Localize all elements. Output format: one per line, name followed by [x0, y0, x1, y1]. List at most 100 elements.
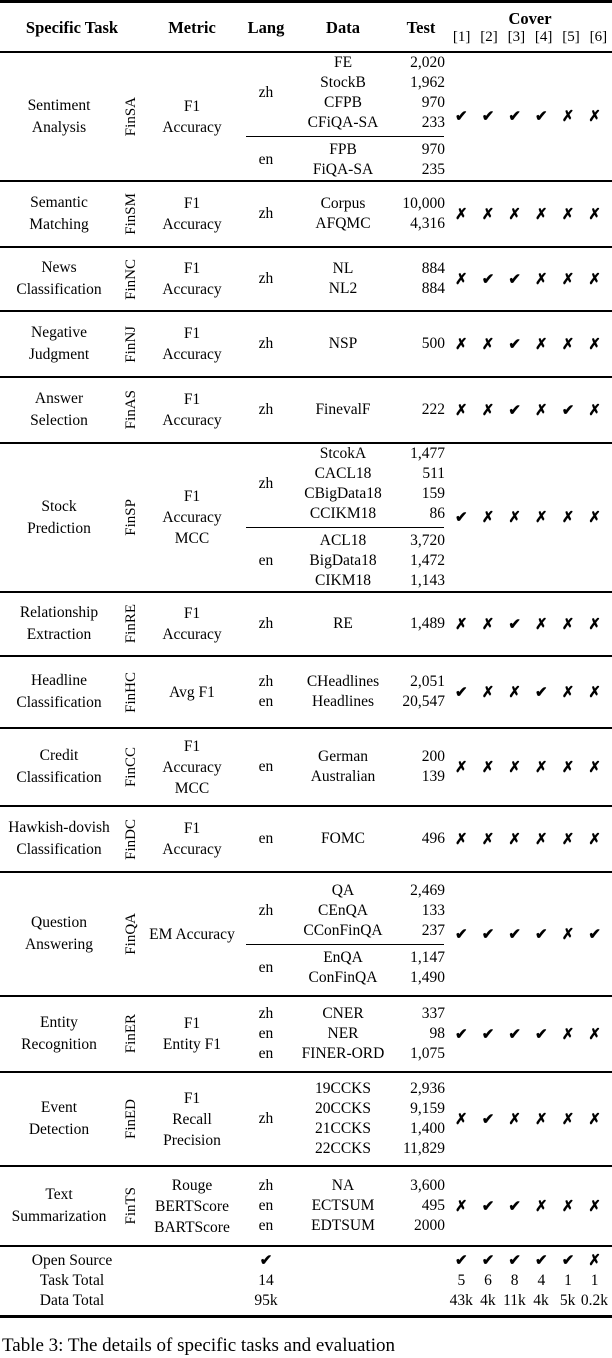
- cover-mark-2: ✗: [481, 831, 495, 848]
- lang-data-test-block: zh 19CCKS 2,936 20CCKS 9,159 21CCKS 1,400 22CCK…: [240, 1079, 448, 1159]
- task-row: Question Answering FinQA EM Accuracy zh QA 2,4…: [0, 873, 612, 997]
- test-size: 222: [421, 401, 445, 418]
- metric-value: Recall: [172, 1110, 212, 1128]
- task-name-line: Classification: [16, 694, 102, 711]
- lang-data-test-block: zh CHeadlines 2,051 en Headlines 20,547: [240, 672, 448, 712]
- lang-value: en: [258, 1025, 274, 1042]
- test-size: 1,477: [410, 445, 445, 462]
- summary-cover-value-1: ✔: [455, 1253, 468, 1269]
- task-name-line: Credit: [39, 747, 79, 764]
- col-header-lang: Lang: [247, 17, 285, 37]
- task-name-line: Classification: [16, 281, 102, 298]
- cover-mark-5: ✗: [561, 271, 575, 288]
- test-size: 2000: [414, 1217, 445, 1234]
- dataset-entries: CNER 337: [292, 1004, 448, 1024]
- test-size: 496: [421, 830, 445, 847]
- dataset-entry: StockB 1,962: [292, 73, 448, 93]
- cover-mark-1: ✔: [455, 109, 468, 125]
- metric-value: Precision: [163, 1131, 221, 1149]
- cover-mark-4: ✔: [535, 926, 548, 943]
- lang-value: en: [258, 1197, 274, 1214]
- lang-value: zh: [258, 1005, 274, 1022]
- dataset-name: FINER-ORD: [301, 1045, 385, 1062]
- dataset-entry: 20CCKS 9,159: [292, 1099, 448, 1119]
- lang-value: en: [258, 552, 274, 569]
- dataset-entry: CNER 337: [292, 1004, 448, 1024]
- task-tag: FinCC: [118, 747, 144, 787]
- language-group: en ECTSUM 495: [240, 1196, 448, 1216]
- metric-value: Accuracy: [162, 118, 222, 136]
- test-size: 2,051: [410, 673, 445, 690]
- cover-mark-1: ✗: [455, 759, 468, 776]
- lang-data-test-block: zh FinevalF 222: [240, 400, 448, 420]
- metric-value: Accuracy: [162, 509, 222, 526]
- metric-value: MCC: [174, 530, 210, 547]
- task-tag: FinHC: [118, 672, 144, 713]
- cover-mark-6: ✗: [588, 616, 601, 633]
- dataset-entries: RE 1,489: [292, 614, 448, 634]
- dataset-entries: 19CCKS 2,936 20CCKS 9,159 21CCKS 1,400 22CCKS 1…: [292, 1079, 448, 1159]
- task-tag-rotated-label: FinNC: [122, 258, 139, 300]
- task-row: Headline Classification FinHC Avg F1 zh CHead…: [0, 657, 612, 729]
- dataset-name: Australian: [310, 768, 376, 785]
- summary-cover-value-2: 6: [484, 1272, 492, 1289]
- language-group: zh CNER 337: [240, 1004, 448, 1024]
- task-name-line: Event: [40, 1099, 78, 1116]
- cover-mark-2: ✗: [481, 336, 495, 353]
- dataset-entries: ECTSUM 495: [292, 1196, 448, 1216]
- cover-reference-4: [4]: [534, 28, 553, 45]
- task-name: Relationship Extraction: [0, 602, 118, 646]
- summary-cover-values: 43k 4k 11k 4k 5k 0.2k: [448, 1291, 608, 1311]
- test-size: 4,316: [410, 215, 445, 232]
- test-size: 86: [429, 505, 446, 522]
- language-group: en ACL18 3,720 BigData18 1,472 CIKM18 1,143: [240, 531, 448, 591]
- dataset-entries: StcokA 1,477 CACL18 511 CBigData18 159 CCIKM18…: [292, 444, 448, 524]
- task-name: Question Answering: [0, 912, 118, 956]
- task-name-line: Semantic: [30, 194, 88, 211]
- cover-mark-3: ✗: [508, 206, 521, 223]
- dataset-name: FOMC: [321, 830, 365, 847]
- test-size: 2,936: [410, 1080, 445, 1097]
- cover-marks: ✗ ✗ ✗ ✗ ✗ ✗: [448, 830, 608, 849]
- lang-value: zh: [258, 615, 274, 632]
- dataset-entry: StcokA 1,477: [292, 444, 448, 464]
- dataset-entry: ACL18 3,720: [292, 531, 448, 551]
- metric-value: F1: [183, 325, 201, 342]
- language-group: zh NA 3,600: [240, 1176, 448, 1196]
- dataset-entry: CFPB 970: [292, 93, 448, 113]
- dataset-name: ConFinQA: [308, 968, 378, 986]
- test-size: 970: [421, 141, 445, 158]
- metric-value: Accuracy: [162, 281, 222, 298]
- task-row: Event Detection FinED F1 Recall Precision zh 19…: [0, 1073, 612, 1167]
- metric-value: Rouge: [171, 1176, 213, 1194]
- cover-mark-2: ✔: [481, 1111, 495, 1128]
- task-name: Semantic Matching: [0, 192, 118, 236]
- dataset-entry: ECTSUM 495: [292, 1196, 448, 1216]
- task-name-line: Hawkish-dovish: [8, 819, 110, 836]
- metric-value: F1: [183, 737, 201, 755]
- dataset-entry: EDTSUM 2000: [292, 1216, 448, 1236]
- cover-mark-2: ✗: [481, 510, 495, 526]
- dataset-name: CEnQA: [318, 901, 368, 919]
- task-name: Sentiment Analysis: [0, 95, 118, 139]
- summary-value: 14: [258, 1272, 274, 1289]
- dataset-name: ACL18: [319, 532, 367, 549]
- metric-list: F1 Accuracy MCC: [144, 736, 240, 799]
- dataset-entry: 21CCKS 1,400: [292, 1119, 448, 1139]
- dataset-name: 19CCKS: [315, 1080, 371, 1097]
- test-size: 235: [421, 161, 445, 178]
- cover-mark-3: ✗: [508, 510, 521, 526]
- metric-list: F1 Accuracy: [144, 389, 240, 431]
- language-group: zh RE 1,489: [240, 614, 448, 634]
- language-group: en FOMC 496: [240, 829, 448, 849]
- dataset-entries: NSP 500: [292, 334, 448, 354]
- cover-marks: ✔ ✔ ✔ ✔ ✗ ✗: [448, 1025, 608, 1044]
- dataset-name: FPB: [329, 141, 357, 158]
- task-tag: FinQA: [118, 913, 144, 955]
- summary-cover-value-2: 4k: [480, 1292, 496, 1309]
- cover-mark-1: ✗: [455, 831, 468, 848]
- cover-mark-5: ✗: [561, 336, 575, 353]
- test-size: 500: [421, 335, 445, 352]
- test-size: 2,020: [410, 54, 445, 71]
- dataset-name: FE: [333, 54, 353, 71]
